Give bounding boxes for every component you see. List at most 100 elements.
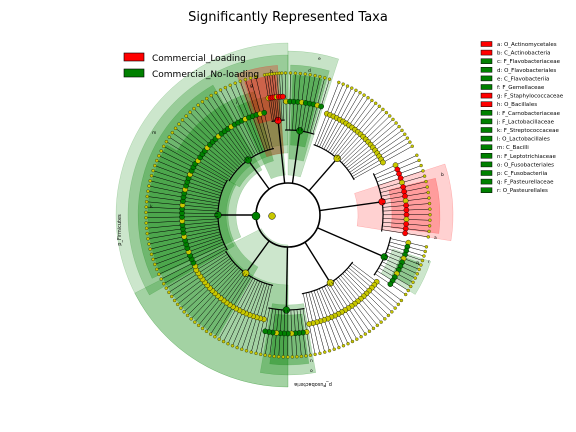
key-entry-label: m: C_Bacilli	[497, 145, 529, 151]
leaf-node	[426, 235, 430, 239]
leaf-node	[323, 76, 327, 80]
leaf-node	[341, 82, 345, 86]
leaf-node	[408, 140, 412, 144]
leaf-node	[400, 128, 404, 133]
key-swatch	[480, 58, 493, 64]
key-swatch	[480, 153, 493, 159]
leaf-node	[193, 320, 197, 324]
key-swatch	[480, 187, 493, 193]
leaf-node	[421, 169, 425, 173]
key-swatch	[480, 84, 493, 90]
clade-label-n: n	[310, 359, 313, 364]
leaf-node	[399, 298, 404, 303]
leaf-node	[175, 302, 180, 307]
key-swatch	[480, 144, 493, 150]
leaf-node	[188, 110, 192, 114]
leaf-node	[196, 103, 200, 107]
leaf-node	[254, 351, 258, 356]
leaf-node	[411, 280, 415, 284]
leaf-node	[359, 335, 363, 339]
clade-label-k: k	[150, 204, 153, 210]
leaf-node	[153, 163, 157, 168]
clade-flavobacteriia	[283, 71, 332, 184]
leaf-node	[427, 201, 432, 206]
leaf-node	[240, 347, 244, 351]
clade-label-d: d	[308, 68, 311, 74]
leaf-node	[390, 310, 394, 314]
key-swatch	[480, 178, 493, 185]
leaf-node	[263, 353, 267, 357]
clade-bacteroidetes	[301, 241, 404, 357]
clade-label-i: i	[236, 100, 237, 106]
leaf-node	[419, 163, 423, 168]
leaf-node	[323, 350, 327, 354]
leaf-node	[370, 98, 374, 103]
clade-label-a: a	[434, 236, 437, 241]
leaf-node	[350, 339, 355, 344]
key-swatch	[480, 110, 493, 116]
leaf-node	[423, 249, 427, 254]
leaf-node	[223, 85, 227, 90]
leaf-node	[218, 88, 223, 92]
leaf-node	[308, 353, 313, 357]
leaf-node	[308, 73, 312, 77]
leaf-node	[383, 317, 387, 321]
leaf-node	[327, 77, 332, 81]
leaf-node	[230, 344, 235, 348]
leaf-node	[428, 213, 432, 217]
leaf-node	[144, 200, 149, 204]
leaf-node	[280, 71, 284, 75]
leaf-node	[422, 174, 427, 178]
key-entry-label: a: O_Actinomycetales	[497, 42, 557, 48]
clade-label-g: g	[250, 84, 253, 89]
leaf-node	[214, 91, 218, 95]
taxon-node	[280, 93, 286, 100]
legend-swatch-noload	[123, 68, 145, 78]
taxon-node	[400, 184, 406, 190]
key-entry-label: d: O_Flavobacteriales	[497, 68, 556, 74]
taxon-node	[387, 281, 394, 287]
leaf-node	[341, 344, 346, 348]
leaf-node	[403, 132, 407, 136]
leaf-node	[243, 77, 248, 82]
branch-stem	[319, 201, 383, 212]
leaf-node	[337, 80, 341, 85]
leaf-node	[233, 81, 237, 85]
key-swatch	[480, 41, 493, 47]
leaf-node	[413, 276, 417, 280]
key-swatch	[480, 135, 493, 142]
sector-streptococcaceae	[147, 144, 259, 337]
taxon-node	[262, 328, 269, 335]
leaf-node	[363, 332, 367, 336]
leaf-node	[374, 101, 378, 105]
leaf-node	[217, 337, 221, 341]
leaf-node	[184, 114, 188, 118]
clade-node	[242, 269, 250, 277]
leaf-node	[200, 100, 205, 104]
leaf-node	[162, 144, 166, 148]
leaf-node	[396, 302, 401, 307]
leaf-node	[149, 174, 154, 178]
leaf-node	[151, 168, 155, 173]
taxon-node	[402, 225, 409, 232]
leaf-node	[185, 313, 190, 318]
key-swatch	[480, 67, 493, 73]
leaf-node	[362, 93, 366, 97]
leaf-node	[281, 355, 285, 359]
leaf-node	[295, 355, 299, 359]
taxon-node	[380, 159, 386, 166]
leaf-node	[371, 326, 376, 331]
root-node-right	[268, 212, 276, 220]
leaf-node	[170, 294, 174, 299]
key-entry-label: h: O_Bacillales	[497, 102, 537, 108]
key-entry-label: j: F_Lactobacillaceae	[496, 119, 555, 125]
leaf-node	[248, 76, 253, 80]
leaf-node	[177, 122, 181, 126]
leaf-node	[405, 136, 410, 140]
leaf-node	[290, 355, 294, 359]
leaf-node	[367, 329, 372, 333]
clade-fusobacteria	[259, 246, 313, 359]
leaf-node	[164, 140, 169, 144]
clade-actinobacteria	[319, 153, 432, 239]
